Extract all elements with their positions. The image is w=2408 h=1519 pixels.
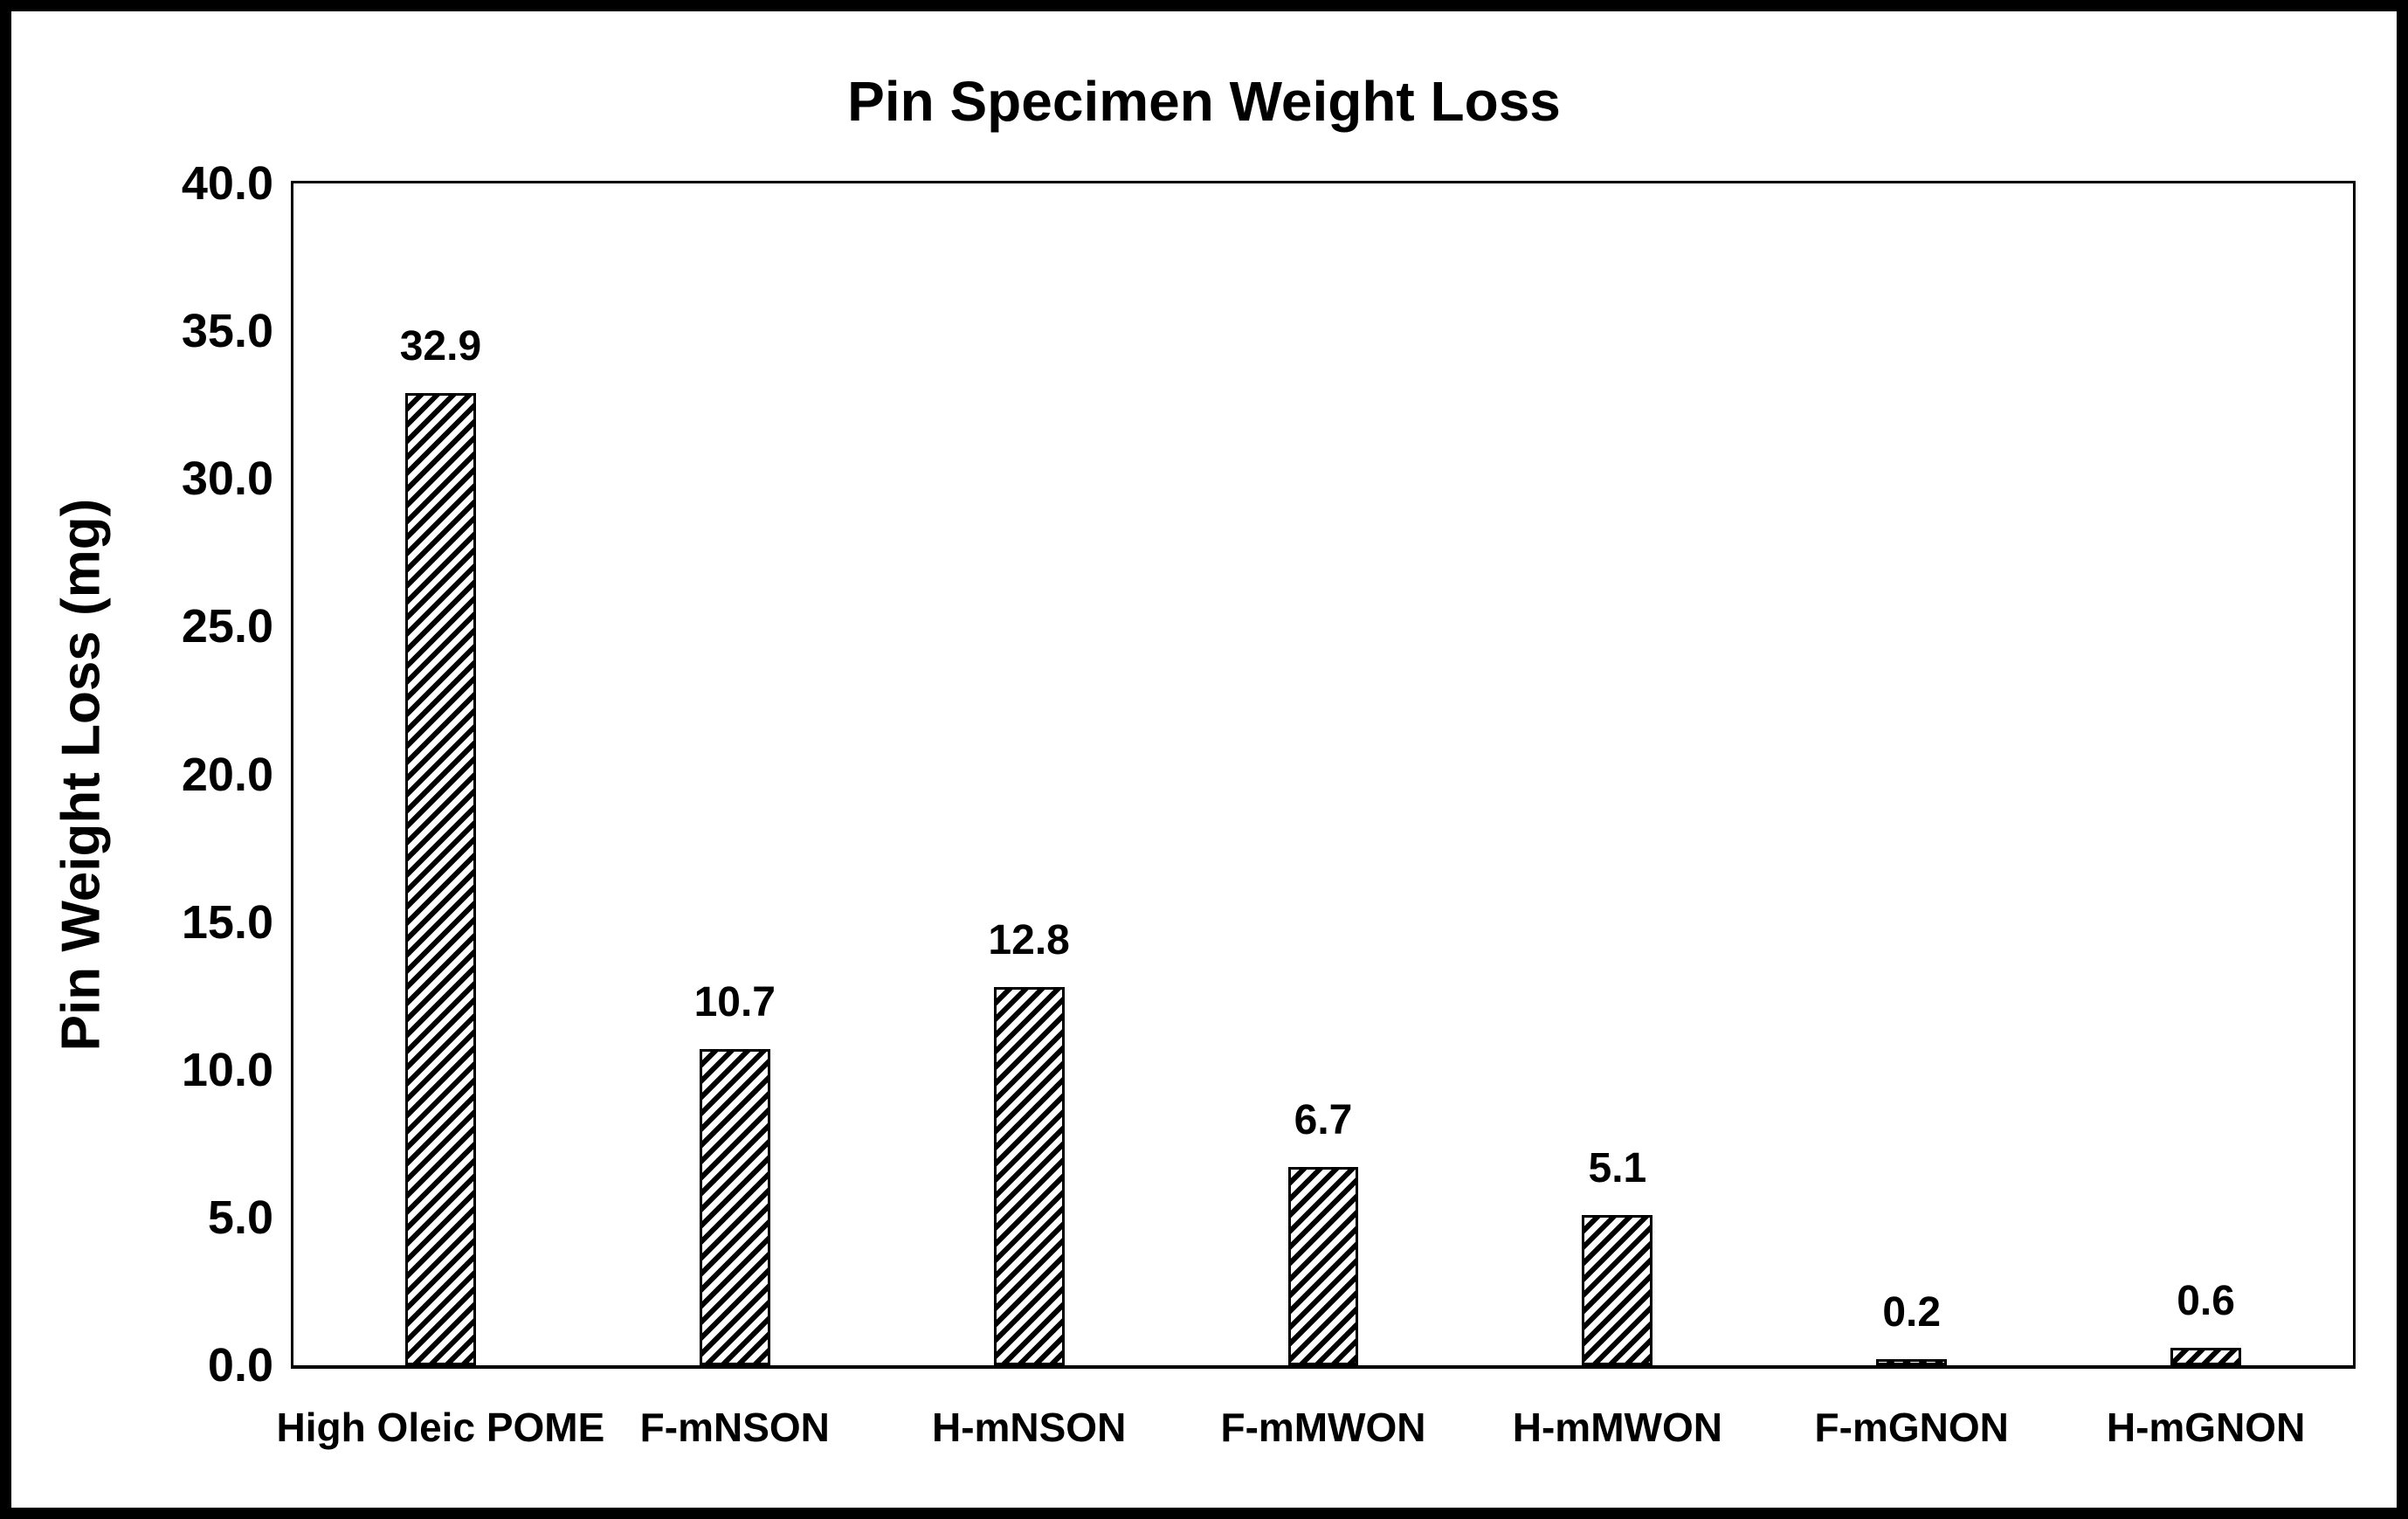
bar-slot: 10.7 F-mNSON	[588, 183, 882, 1450]
x-axis-label: High Oleic POME	[276, 1405, 605, 1450]
y-tick-label: 0.0	[207, 1339, 273, 1391]
y-tick-label: 5.0	[207, 1191, 273, 1244]
x-axis-label: H-mGNON	[2106, 1405, 2306, 1450]
bar	[405, 393, 476, 1365]
bar-wrap: 6.7	[1287, 1097, 1359, 1365]
y-tick-label: 20.0	[181, 748, 273, 801]
y-tick-label: 10.0	[181, 1043, 273, 1096]
bar-value-label: 0.6	[2177, 1277, 2235, 1324]
bar	[1876, 1359, 1948, 1365]
bar-wrap: 10.7	[694, 979, 776, 1365]
bar-wrap: 32.9	[400, 323, 481, 1365]
bar-value-label: 12.8	[988, 917, 1070, 964]
bar-slot: 12.8 H-mNSON	[882, 183, 1176, 1450]
y-axis-ticks: 40.0 35.0 30.0 25.0 20.0 15.0 10.0 5.0 0.0	[55, 157, 273, 1391]
y-tick-label: 25.0	[181, 600, 273, 653]
bar-slot: 0.6 H-mGNON	[2059, 183, 2353, 1450]
bar-slot: 32.9 High Oleic POME	[277, 183, 605, 1450]
bar	[699, 1049, 770, 1365]
bar-value-label: 32.9	[399, 323, 482, 370]
x-axis-label: F-mMWON	[1220, 1405, 1426, 1450]
bar	[1582, 1214, 1653, 1365]
x-axis-label: F-mGNON	[1814, 1405, 2009, 1450]
y-tick-label: 15.0	[181, 895, 273, 949]
bar-value-label: 10.7	[693, 979, 776, 1026]
y-tick-label: 40.0	[181, 157, 273, 210]
bar-value-label: 6.7	[1294, 1097, 1353, 1144]
bar-wrap: 0.2	[1876, 1289, 1948, 1365]
x-axis-label: H-mMWON	[1512, 1405, 1722, 1450]
bar-slot: 0.2 F-mGNON	[1764, 183, 2059, 1450]
x-axis-label: F-mNSON	[639, 1405, 830, 1450]
y-tick-label: 30.0	[181, 452, 273, 506]
bar	[1287, 1167, 1359, 1365]
bar	[993, 987, 1065, 1365]
plot-area: 32.9 High Oleic POME 10.7 F-mNSON 12.8 H-mNSO…	[277, 181, 2356, 1451]
bar-wrap: 0.6	[2170, 1278, 2241, 1365]
bar-value-label: 0.2	[1882, 1289, 1942, 1336]
bar-slot: 6.7 F-mMWON	[1176, 183, 1471, 1450]
x-axis-label: H-mNSON	[931, 1405, 1127, 1450]
bar-wrap: 12.8	[988, 917, 1070, 1365]
bar-wrap: 5.1	[1582, 1145, 1653, 1365]
bar	[2170, 1347, 2241, 1365]
chart-title: Pin Specimen Weight Loss	[847, 70, 1561, 133]
bar-slot: 5.1 H-mMWON	[1470, 183, 1764, 1451]
bar-value-label: 5.1	[1588, 1144, 1647, 1191]
y-tick-label: 35.0	[181, 305, 273, 358]
